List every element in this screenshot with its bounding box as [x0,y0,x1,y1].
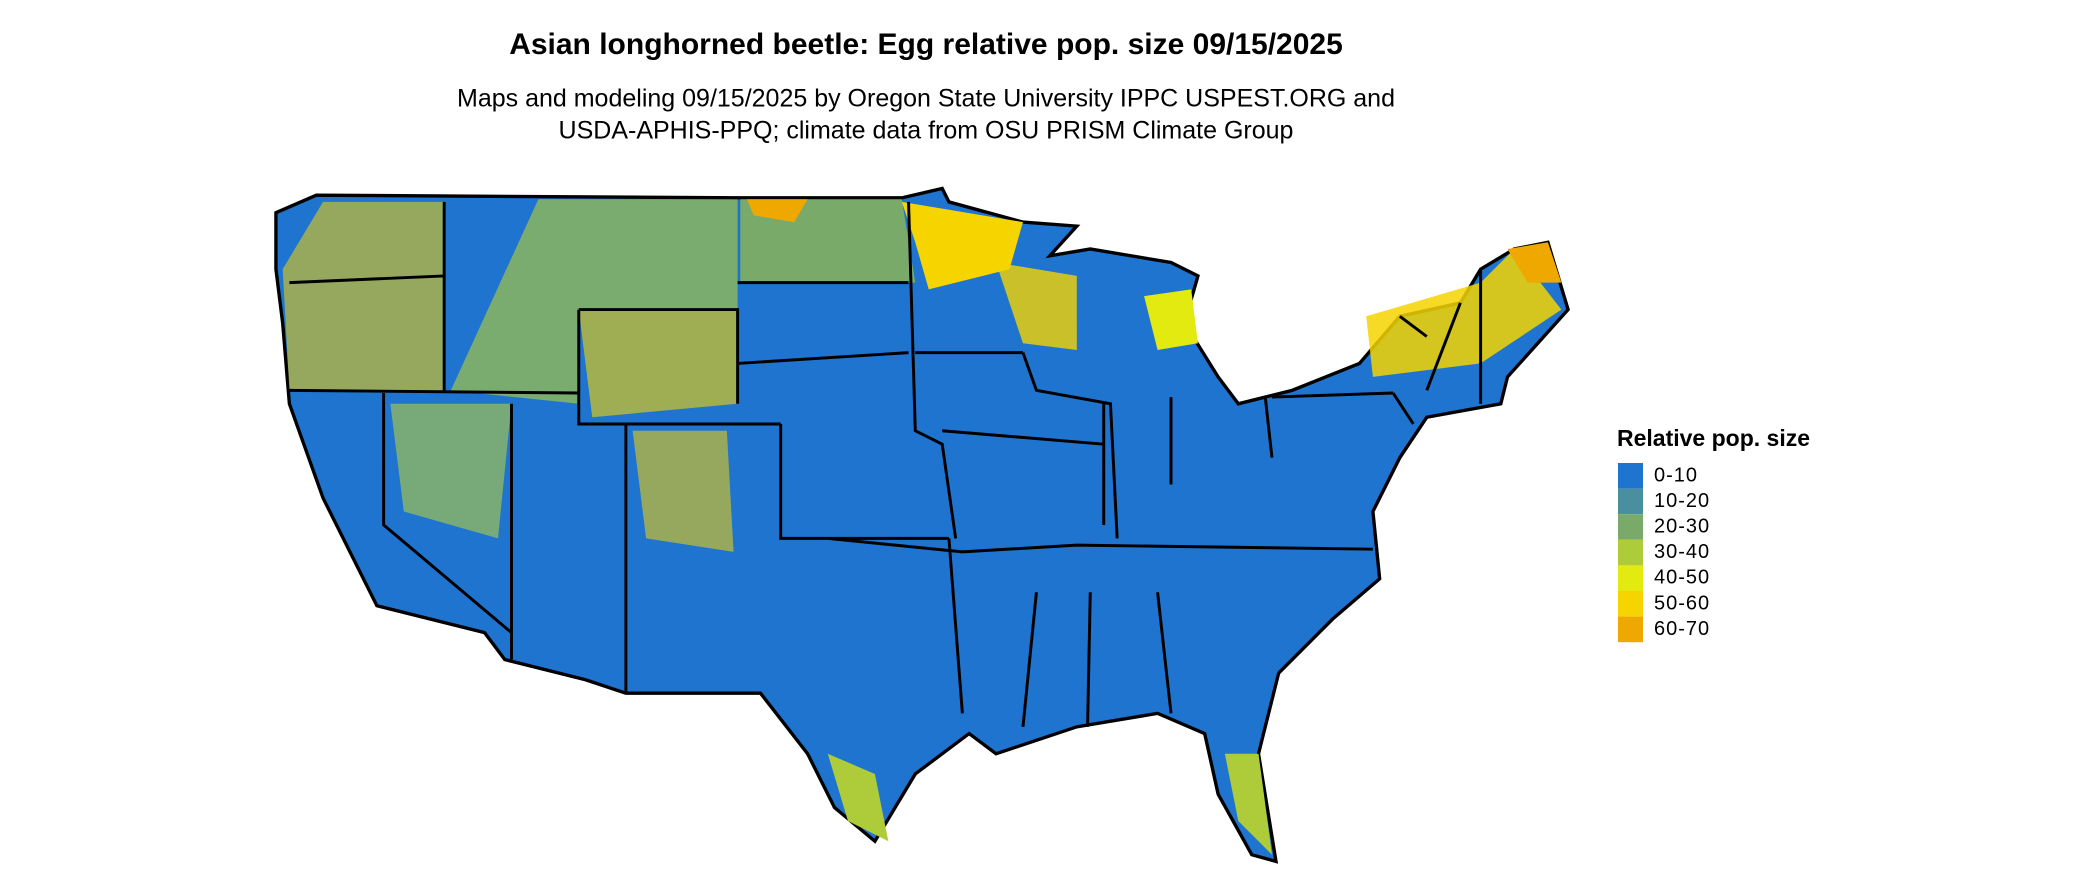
suitability-patches [282,199,1562,855]
legend-swatch [1618,591,1643,617]
legend-label: 40-50 [1654,567,1710,589]
map-title: Asian longhorned beetle: Egg relative po… [509,28,1343,61]
legend-swatch [1618,539,1643,566]
subtitle: USDA-APHIS-PPQ; climate data from OSU PR… [559,117,1294,145]
legend-swatch [1618,616,1643,643]
legend-label: 50-60 [1654,592,1710,614]
legend-label: 20-30 [1654,515,1710,537]
legend-label: 10-20 [1654,490,1710,512]
legend-swatch [1618,463,1643,489]
state-borders [289,201,1483,727]
legend-label: 60-70 [1654,618,1710,640]
map [274,186,1570,864]
legend: 0-10 10-20 20-30 30-40 40-50 50-60 60-70 [1618,463,1710,643]
legend-label: 30-40 [1654,541,1710,563]
legend-label: 0-10 [1654,464,1698,486]
subtitle: Maps and modeling 09/15/2025 by Oregon S… [457,85,1395,113]
legend-swatch [1618,565,1643,591]
legend-title: Relative pop. size [1617,425,1810,451]
legend-swatch [1618,488,1643,515]
legend-swatch [1618,514,1643,540]
